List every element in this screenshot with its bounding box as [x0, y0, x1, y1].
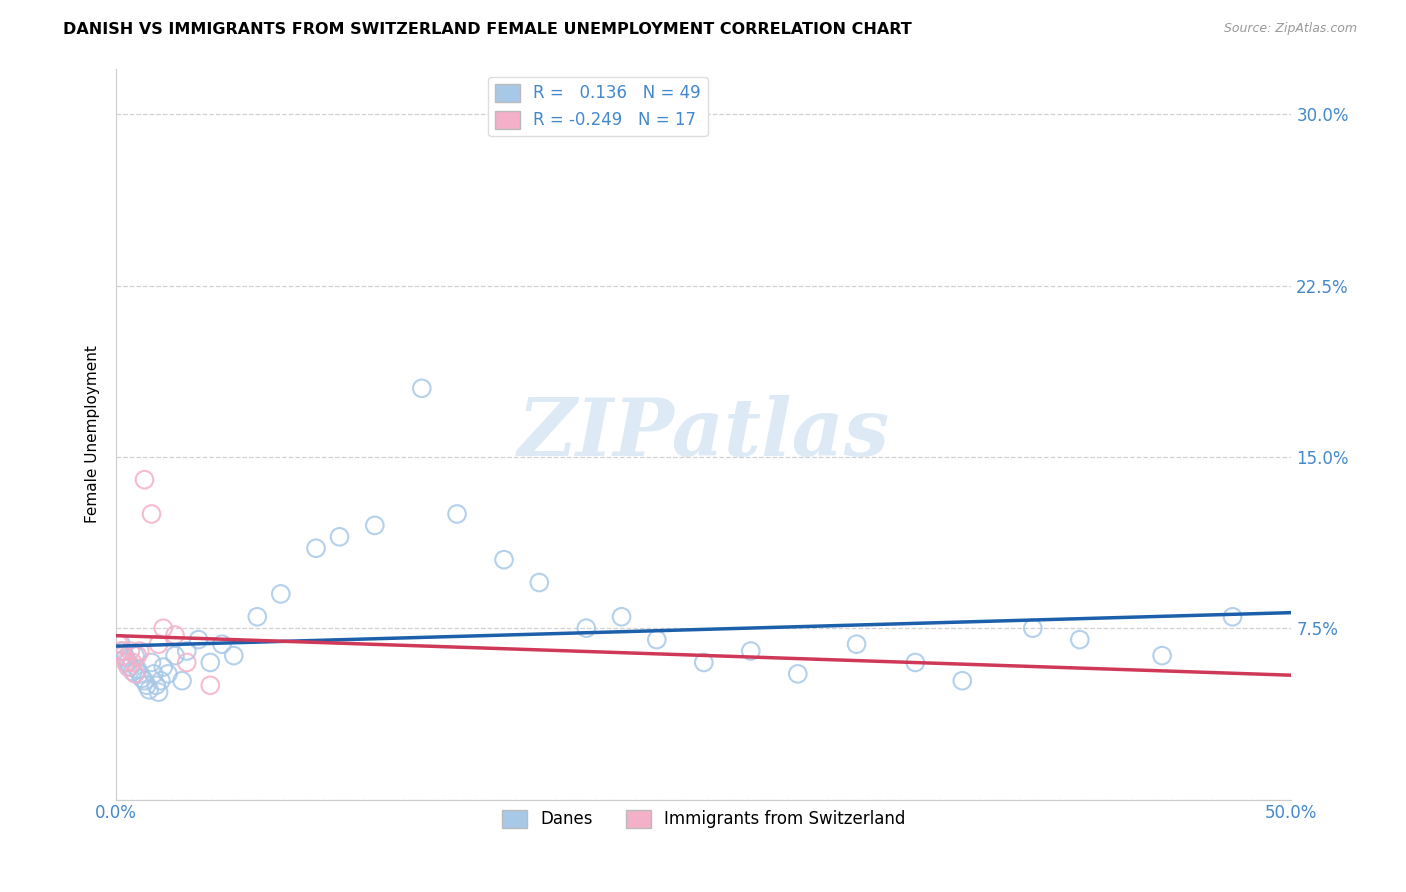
- Point: [152, 660, 174, 674]
- Point: [117, 660, 139, 674]
- Point: [446, 507, 468, 521]
- Point: [1152, 648, 1174, 663]
- Point: [134, 673, 156, 688]
- Point: [148, 685, 170, 699]
- Text: DANISH VS IMMIGRANTS FROM SWITZERLAND FEMALE UNEMPLOYMENT CORRELATION CHART: DANISH VS IMMIGRANTS FROM SWITZERLAND FE…: [63, 22, 912, 37]
- Point: [138, 682, 160, 697]
- Point: [149, 673, 172, 688]
- Point: [364, 518, 387, 533]
- Text: ZIPatlas: ZIPatlas: [517, 395, 890, 473]
- Point: [176, 644, 198, 658]
- Point: [1022, 621, 1045, 635]
- Point: [112, 644, 135, 658]
- Point: [120, 660, 142, 674]
- Point: [492, 552, 515, 566]
- Point: [128, 666, 150, 681]
- Point: [110, 637, 132, 651]
- Point: [411, 381, 433, 395]
- Point: [187, 632, 209, 647]
- Point: [163, 628, 186, 642]
- Point: [211, 637, 233, 651]
- Point: [142, 666, 165, 681]
- Point: [950, 673, 973, 688]
- Point: [135, 678, 157, 692]
- Point: [121, 656, 143, 670]
- Point: [170, 673, 193, 688]
- Point: [246, 609, 269, 624]
- Point: [114, 651, 136, 665]
- Point: [740, 644, 762, 658]
- Point: [121, 665, 143, 679]
- Point: [152, 621, 174, 635]
- Point: [1069, 632, 1091, 647]
- Point: [163, 648, 186, 663]
- Point: [645, 632, 668, 647]
- Point: [693, 656, 716, 670]
- Point: [200, 656, 222, 670]
- Y-axis label: Female Unemployment: Female Unemployment: [86, 345, 100, 523]
- Point: [156, 666, 179, 681]
- Point: [904, 656, 927, 670]
- Point: [1222, 609, 1244, 624]
- Point: [120, 644, 142, 658]
- Point: [128, 644, 150, 658]
- Point: [529, 575, 551, 590]
- Point: [114, 656, 136, 670]
- Point: [141, 507, 163, 521]
- Point: [328, 530, 350, 544]
- Point: [110, 644, 132, 658]
- Point: [107, 637, 129, 651]
- Point: [124, 648, 146, 663]
- Point: [145, 678, 167, 692]
- Legend: Danes, Immigrants from Switzerland: Danes, Immigrants from Switzerland: [495, 803, 912, 835]
- Point: [176, 656, 198, 670]
- Point: [200, 678, 222, 692]
- Point: [141, 656, 163, 670]
- Point: [127, 662, 149, 676]
- Point: [305, 541, 328, 556]
- Point: [222, 648, 245, 663]
- Point: [845, 637, 868, 651]
- Point: [270, 587, 292, 601]
- Point: [148, 637, 170, 651]
- Point: [124, 666, 146, 681]
- Point: [117, 656, 139, 670]
- Point: [134, 473, 156, 487]
- Point: [610, 609, 633, 624]
- Text: Source: ZipAtlas.com: Source: ZipAtlas.com: [1223, 22, 1357, 36]
- Point: [786, 666, 808, 681]
- Point: [575, 621, 598, 635]
- Point: [127, 648, 149, 663]
- Point: [131, 672, 153, 686]
- Point: [112, 648, 135, 663]
